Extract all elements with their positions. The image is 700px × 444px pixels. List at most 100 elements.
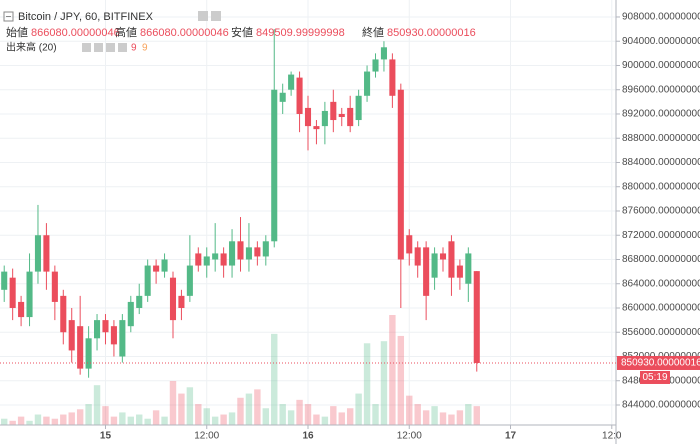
settings-icon[interactable] (198, 11, 208, 21)
candle-body (18, 301, 25, 318)
candle-body (380, 47, 387, 60)
volume-bar (414, 404, 421, 425)
volume-bar (346, 408, 354, 425)
volume-bar (228, 412, 236, 425)
volume-bar (431, 406, 438, 425)
y-tick-label: 892000.00000000 (622, 109, 700, 120)
volume-bar (85, 404, 92, 425)
settings-icon[interactable] (82, 43, 91, 52)
settings-icon[interactable] (94, 43, 103, 52)
candle-body (288, 74, 295, 90)
candle-body (414, 247, 421, 266)
volume-bar (271, 333, 278, 425)
volume-bar (439, 412, 447, 425)
volume-bar (119, 412, 126, 425)
candle-body (406, 235, 413, 254)
candle-body (304, 107, 312, 127)
candle-body (389, 59, 396, 96)
candle-body (279, 92, 286, 102)
volume-bar (372, 404, 379, 425)
volume-bar (254, 389, 261, 425)
y-tick-label: 864000.00000000 (622, 278, 700, 289)
candle-body (254, 247, 261, 257)
candles (1, 29, 480, 378)
candle-body (51, 271, 58, 302)
x-tick-label: 17 (505, 431, 517, 442)
volume-bar (465, 404, 472, 425)
candle-body (43, 235, 50, 272)
open-value: 866080.00000046 (31, 27, 120, 39)
volume-bar (296, 399, 303, 425)
candle-body (423, 247, 430, 296)
volume-bar (110, 416, 118, 425)
volume-value: 9 (131, 43, 137, 54)
volume-bar (127, 416, 135, 425)
volume-bar (473, 406, 480, 425)
countdown-label: 05:19 (642, 372, 667, 383)
y-tick-label: 908000.00000000 (622, 12, 700, 23)
x-tick-label: 16 (302, 431, 314, 442)
y-tick-label: 876000.00000000 (622, 206, 700, 217)
volume-bar (9, 420, 16, 425)
y-tick-label: 880000.00000000 (622, 181, 700, 192)
volume-pane (1, 315, 480, 425)
y-tick-label: 868000.00000000 (622, 254, 700, 265)
candle-body (313, 126, 320, 130)
candle-body (347, 107, 354, 127)
last-price-box (617, 355, 700, 370)
volume-bar (389, 315, 396, 425)
candle-body (321, 110, 328, 127)
volume-bar (93, 385, 101, 425)
candle-body (136, 295, 143, 308)
candle-body (169, 277, 177, 321)
y-tick-label: 856000.00000000 (622, 327, 700, 338)
candle-body (355, 95, 362, 121)
high-label: 高値 (115, 25, 137, 39)
candle-body (161, 259, 168, 272)
y-tick-label: 860000.00000000 (622, 303, 700, 314)
volume-bar (1, 418, 8, 425)
candle-body (102, 320, 109, 333)
x-tick-label: 12:00 (397, 431, 422, 442)
candle-body (439, 253, 447, 260)
volume-bar (152, 410, 160, 425)
candle-body (178, 295, 185, 308)
volume-bar (422, 410, 430, 425)
candle-body (60, 295, 67, 333)
axes: 844000.00000000848000.00000000852000.000… (0, 12, 700, 442)
candle-body (296, 77, 303, 114)
high-value: 866080.00000046 (140, 27, 229, 39)
settings-icon[interactable] (211, 11, 221, 21)
volume-bar (161, 416, 168, 425)
x-tick-label: 12:0 (602, 431, 622, 442)
candle-body (127, 301, 134, 327)
settings-icon[interactable] (118, 43, 127, 52)
candle-body (229, 241, 236, 266)
volume-bar (397, 335, 405, 425)
candle-body (203, 256, 210, 266)
volume-bar (76, 409, 84, 425)
collapse-icon[interactable] (3, 11, 14, 22)
volume-bar (279, 404, 286, 425)
y-tick-label: 844000.00000000 (622, 400, 700, 411)
y-tick-label: 872000.00000000 (622, 230, 700, 241)
low-value: 849509.99999998 (256, 27, 345, 39)
volume-bar (304, 404, 312, 425)
candle-body (94, 320, 101, 339)
candle-body (85, 338, 92, 369)
settings-icon[interactable] (106, 43, 115, 52)
chart-title: Bitcoin / JPY, 60, BITFINEX (18, 11, 154, 23)
volume-bar (321, 416, 329, 425)
volume-bar (338, 412, 345, 425)
candle-body (186, 265, 193, 296)
candle-body (456, 265, 463, 278)
volume-bar (313, 414, 320, 425)
volume-bar (456, 410, 464, 425)
candle-body (271, 89, 278, 242)
volume-bar (26, 420, 33, 425)
volume-bar (195, 404, 202, 425)
volume-title: 出来高 (20) (6, 41, 57, 54)
volume-bar (380, 341, 388, 425)
candle-body (262, 241, 269, 257)
candle-body (372, 59, 379, 72)
